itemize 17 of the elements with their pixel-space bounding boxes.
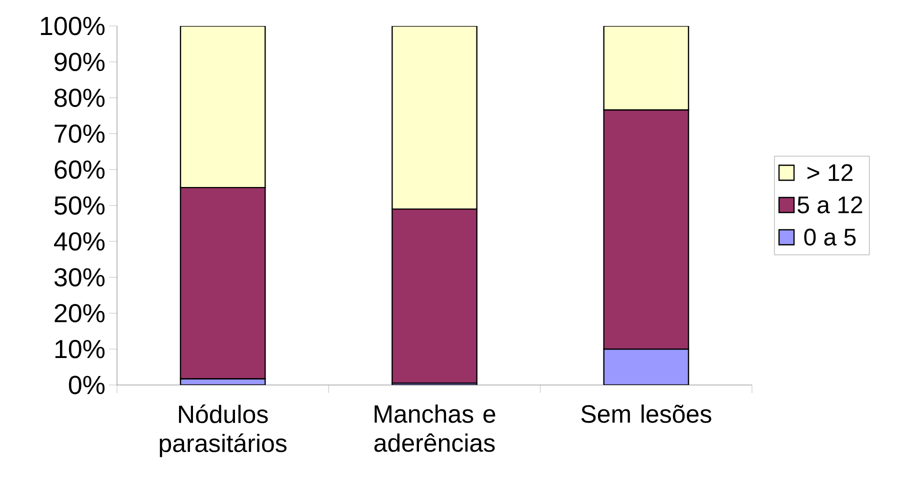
y-tick-label: 0% (68, 376, 105, 394)
x-tick-label: Manchas e aderências (374, 404, 496, 452)
y-tick-label: 40% (54, 232, 105, 251)
legend-label: 5 a 12 (798, 196, 862, 214)
y-tick-label: 100% (40, 16, 105, 36)
y-tick-label: 20% (54, 304, 105, 322)
y-tick-label: 50% (54, 196, 105, 215)
y-tick-label: 30% (54, 268, 105, 286)
legend-label: > 12 (807, 164, 852, 181)
y-tick-label: 80% (54, 88, 105, 107)
x-tick-label: Sem lesões (581, 404, 712, 423)
y-tick-label: 10% (55, 340, 105, 358)
y-tick-label: 90% (54, 52, 105, 72)
x-tick-label: Nódulos parasitários (160, 404, 287, 458)
legend-label: 0 a 5 (804, 228, 856, 246)
y-tick-label: 70% (54, 124, 105, 143)
y-tick-label: 60% (54, 160, 105, 179)
